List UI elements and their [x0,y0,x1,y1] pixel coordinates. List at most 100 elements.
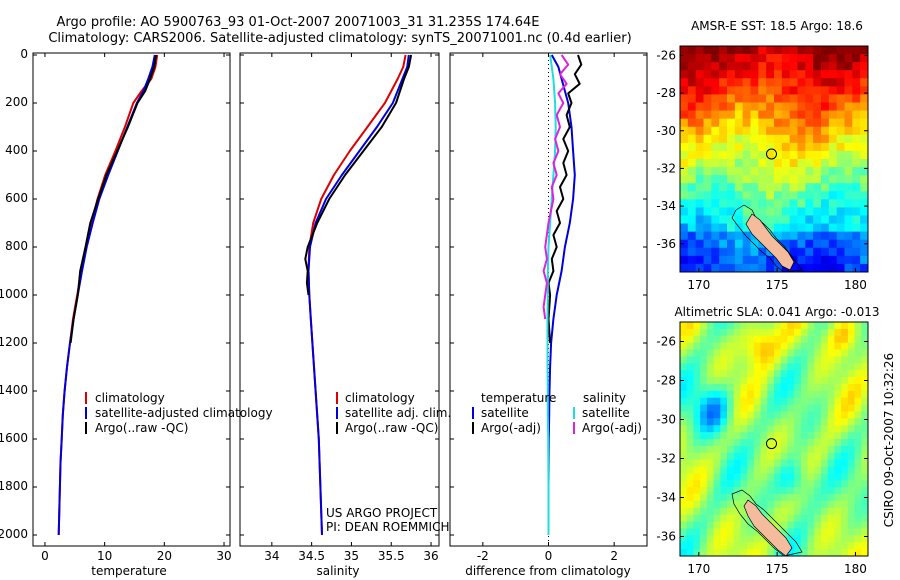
field-cell [700,500,708,509]
field-cell [797,207,806,216]
field-cell [720,425,728,433]
field-cell [827,466,835,474]
field-cell [686,411,694,419]
field-cell [693,542,701,550]
field-cell [774,363,782,371]
field-cell [742,231,751,241]
field-cell [703,199,712,208]
legend-header-salinity: salinity [583,391,626,405]
field-cell [827,349,835,357]
salinity-panel: 34 34.5 35 35.5 36 salinity climatology sate… [239,52,451,578]
field-cell [834,377,842,385]
field-cell [789,94,798,103]
field-cell [720,500,728,509]
legend-label-temp-satellite: satellite [481,406,529,420]
field-cell [700,363,708,371]
field-cell [760,466,768,474]
field-cell [860,215,868,224]
y-tick-label: 200 [5,95,28,109]
field-cell [753,356,761,364]
field-cell [713,514,721,522]
field-cell [680,255,689,265]
field-cell [800,335,808,344]
field-cell [711,70,720,79]
field-cell [747,335,755,344]
field-cell [827,390,835,399]
field-cell [760,439,768,447]
field-cell [821,255,830,265]
field-cell [814,349,822,357]
field-cell [703,231,712,241]
field-cell [828,199,838,208]
field-cell [742,167,751,176]
field-cell [836,231,845,241]
field-cell [727,159,736,168]
field-cell [805,239,814,249]
field-cell [680,199,689,208]
field-cell [719,159,728,168]
field-cell [852,215,861,224]
field-cell [794,466,802,474]
field-cell [700,445,708,454]
field-cell [747,549,755,556]
field-cell [695,199,704,208]
field-cell [700,521,708,529]
field-cell [706,418,714,426]
field-cell [847,383,855,392]
field-cell [686,466,694,474]
field-cell [727,94,736,103]
field-cell [774,494,782,502]
field-cell [727,535,735,543]
field-cell [780,356,788,364]
field-cell [711,134,720,144]
difference-series [542,54,583,535]
y-tick-label: 2000 [0,527,28,541]
field-cell [834,507,842,516]
field-cell [711,159,720,168]
field-cell [813,102,822,111]
field-cell [797,62,806,71]
field-cell [695,54,704,63]
field-cell [750,247,759,257]
field-cell [847,542,855,550]
field-cell [680,78,689,87]
field-cell [861,452,868,461]
field-cell [781,94,791,103]
field-cell [720,514,728,522]
field-cell [860,247,868,257]
field-cell [828,175,838,184]
field-cell [706,480,714,488]
field-cell [836,78,845,87]
field-cell [695,126,704,136]
field-cell [841,500,849,509]
field-cell [805,175,814,184]
field-cell [766,110,775,120]
field-cell [805,78,814,87]
field-cell [774,480,782,488]
field-cell [813,231,822,241]
field-cell [854,404,862,412]
field-cell [834,383,842,392]
field-cell [781,183,791,192]
y-tick-label: 1800 [0,479,28,493]
field-cell [686,487,694,495]
field-cell [861,514,868,522]
field-cell [700,411,708,419]
field-cell [713,507,721,516]
field-cell [695,231,704,241]
field-cell [852,191,861,200]
field-cell [847,328,855,337]
field-cell [680,150,689,160]
field-cell [787,383,795,392]
field-cell [860,150,868,160]
field-cell [854,549,862,556]
field-cell [787,397,795,405]
field-cell [720,542,728,550]
field-cell [767,363,775,371]
salinity-ticks [240,53,439,546]
field-cell [711,94,720,103]
field-cell [854,507,862,516]
field-cell [719,110,728,120]
field-cell [727,439,735,447]
field-cell [686,439,694,447]
